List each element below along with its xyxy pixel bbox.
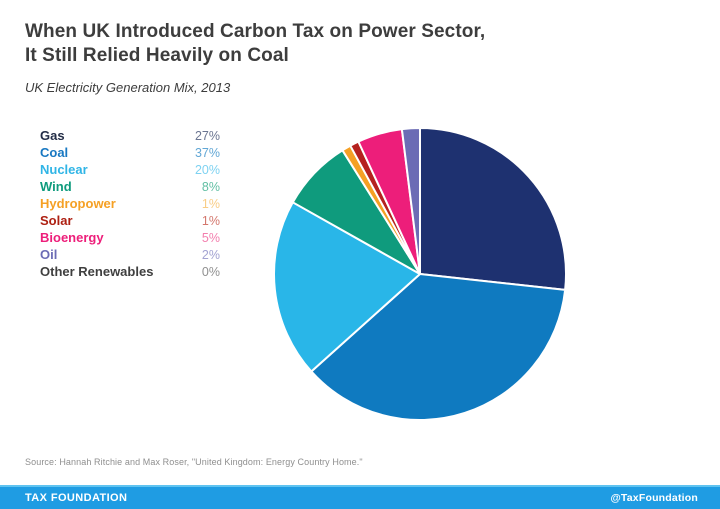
legend-item: Gas 27%: [40, 127, 220, 144]
brand-name: TAX FOUNDATION: [25, 492, 128, 504]
footer-bar: TAX FOUNDATION @TaxFoundation: [0, 485, 720, 509]
legend-item: Oil 2%: [40, 246, 220, 263]
legend-item: Hydropower 1%: [40, 195, 220, 212]
legend-item: Bioenergy 5%: [40, 229, 220, 246]
legend-label: Wind: [40, 179, 72, 194]
legend-label: Solar: [40, 213, 73, 228]
chart-subtitle: UK Electricity Generation Mix, 2013: [25, 80, 231, 95]
legend-item: Other Renewables 0%: [40, 263, 220, 280]
legend-item: Solar 1%: [40, 212, 220, 229]
legend-value: 20%: [194, 163, 220, 177]
legend-label: Gas: [40, 128, 65, 143]
pie-chart: [270, 124, 570, 424]
legend-label: Oil: [40, 247, 58, 262]
pie-slice-gas: [419, 127, 567, 291]
pie-chart-svg: [273, 127, 567, 421]
legend-value: 1%: [201, 197, 220, 211]
legend-value: 1%: [201, 214, 220, 228]
page-title-line1: When UK Introduced Carbon Tax on Power S…: [25, 21, 486, 42]
legend-item: Coal 37%: [40, 144, 220, 161]
legend-label: Hydropower: [40, 196, 116, 211]
legend-label: Bioenergy: [40, 230, 104, 245]
pie-slice-coal: [310, 273, 567, 421]
page-title-line2: It Still Relied Heavily on Coal: [25, 45, 289, 66]
pie-slice-nuclear: [273, 201, 421, 373]
twitter-handle[interactable]: @TaxFoundation: [610, 492, 698, 504]
pie-slice-oil: [400, 127, 421, 275]
legend-value: 5%: [201, 231, 220, 245]
legend-value: 37%: [194, 146, 220, 160]
legend-item: Wind 8%: [40, 178, 220, 195]
source-note: Source: Hannah Ritchie and Max Roser, "U…: [25, 457, 363, 467]
legend-item: Nuclear 20%: [40, 161, 220, 178]
legend-value: 0%: [201, 265, 220, 279]
legend-value: 27%: [194, 129, 220, 143]
legend-label: Nuclear: [40, 162, 88, 177]
legend-value: 8%: [201, 180, 220, 194]
legend-label: Other Renewables: [40, 264, 154, 279]
legend-value: 2%: [201, 248, 220, 262]
page-title: When UK Introduced Carbon Tax on Power S…: [25, 20, 485, 68]
legend-label: Coal: [40, 145, 69, 160]
chart-legend: Gas 27% Coal 37% Nuclear 20% Wind 8% Hydropower 1…: [40, 127, 220, 280]
